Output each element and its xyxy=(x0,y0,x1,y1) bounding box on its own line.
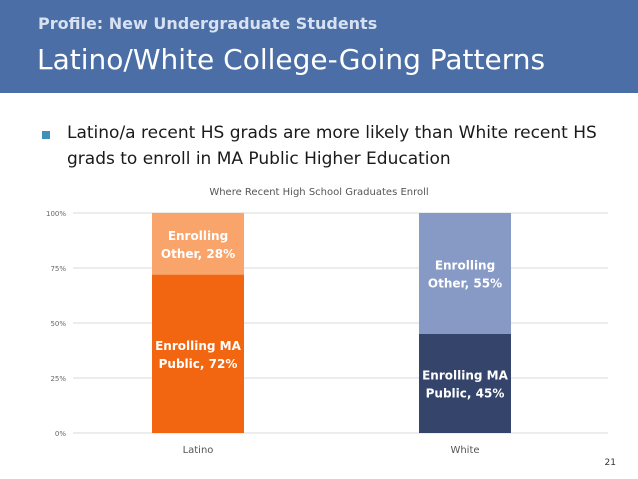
y-tick-label: 50% xyxy=(50,320,66,328)
data-label: Enrolling MA Public, 72% xyxy=(155,339,241,371)
bullet-text: Latino/a recent HS grads are more likely… xyxy=(67,123,597,169)
x-tick-label: White xyxy=(450,445,479,456)
data-label: Enrolling MA Public, 45% xyxy=(422,369,508,401)
bullet-marker xyxy=(42,131,50,139)
bar-segment xyxy=(152,213,244,275)
bar-segment xyxy=(419,213,511,334)
data-label: Enrolling Other, 55% xyxy=(428,259,502,291)
y-tick-label: 0% xyxy=(55,430,66,438)
bar-segment xyxy=(419,334,511,433)
chart-title: Where Recent High School Graduates Enrol… xyxy=(209,187,429,198)
slide-subtitle: Profile: New Undergraduate Students xyxy=(38,14,378,33)
y-tick-label: 75% xyxy=(50,265,66,273)
slide-title: Latino/White College-Going Patterns xyxy=(37,43,546,76)
y-tick-label: 25% xyxy=(50,375,66,383)
page-number: 21 xyxy=(604,458,616,468)
bar-segment xyxy=(152,274,244,433)
slide-header: Profile: New Undergraduate Students Lati… xyxy=(0,0,638,93)
y-tick-label: 100% xyxy=(46,210,66,218)
stacked-bar-chart: 0% 25% 50% 75% 100% Enrolling MA Public, 72% En… xyxy=(46,210,608,456)
data-label: Enrolling Other, 28% xyxy=(161,229,235,261)
x-tick-label: Latino xyxy=(183,445,214,456)
